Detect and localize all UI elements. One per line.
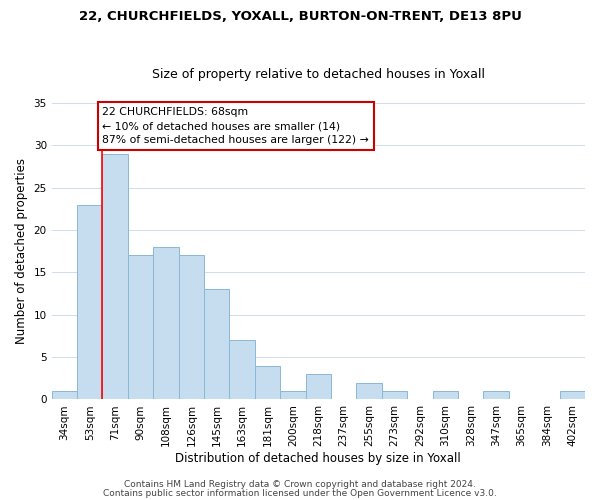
Y-axis label: Number of detached properties: Number of detached properties <box>15 158 28 344</box>
Bar <box>204 290 229 400</box>
Bar <box>356 382 382 400</box>
Text: 22 CHURCHFIELDS: 68sqm
← 10% of detached houses are smaller (14)
87% of semi-det: 22 CHURCHFIELDS: 68sqm ← 10% of detached… <box>103 107 369 145</box>
Bar <box>128 256 153 400</box>
Bar <box>560 391 585 400</box>
Bar <box>77 204 103 400</box>
Bar <box>305 374 331 400</box>
Bar <box>153 247 179 400</box>
Bar <box>382 391 407 400</box>
Title: Size of property relative to detached houses in Yoxall: Size of property relative to detached ho… <box>152 68 485 81</box>
Text: Contains public sector information licensed under the Open Government Licence v3: Contains public sector information licen… <box>103 488 497 498</box>
Bar <box>52 391 77 400</box>
Bar <box>179 256 204 400</box>
Bar <box>229 340 255 400</box>
X-axis label: Distribution of detached houses by size in Yoxall: Distribution of detached houses by size … <box>175 452 461 465</box>
Text: Contains HM Land Registry data © Crown copyright and database right 2024.: Contains HM Land Registry data © Crown c… <box>124 480 476 489</box>
Bar <box>484 391 509 400</box>
Bar <box>103 154 128 400</box>
Bar <box>255 366 280 400</box>
Text: 22, CHURCHFIELDS, YOXALL, BURTON-ON-TRENT, DE13 8PU: 22, CHURCHFIELDS, YOXALL, BURTON-ON-TREN… <box>79 10 521 23</box>
Bar <box>280 391 305 400</box>
Bar <box>433 391 458 400</box>
